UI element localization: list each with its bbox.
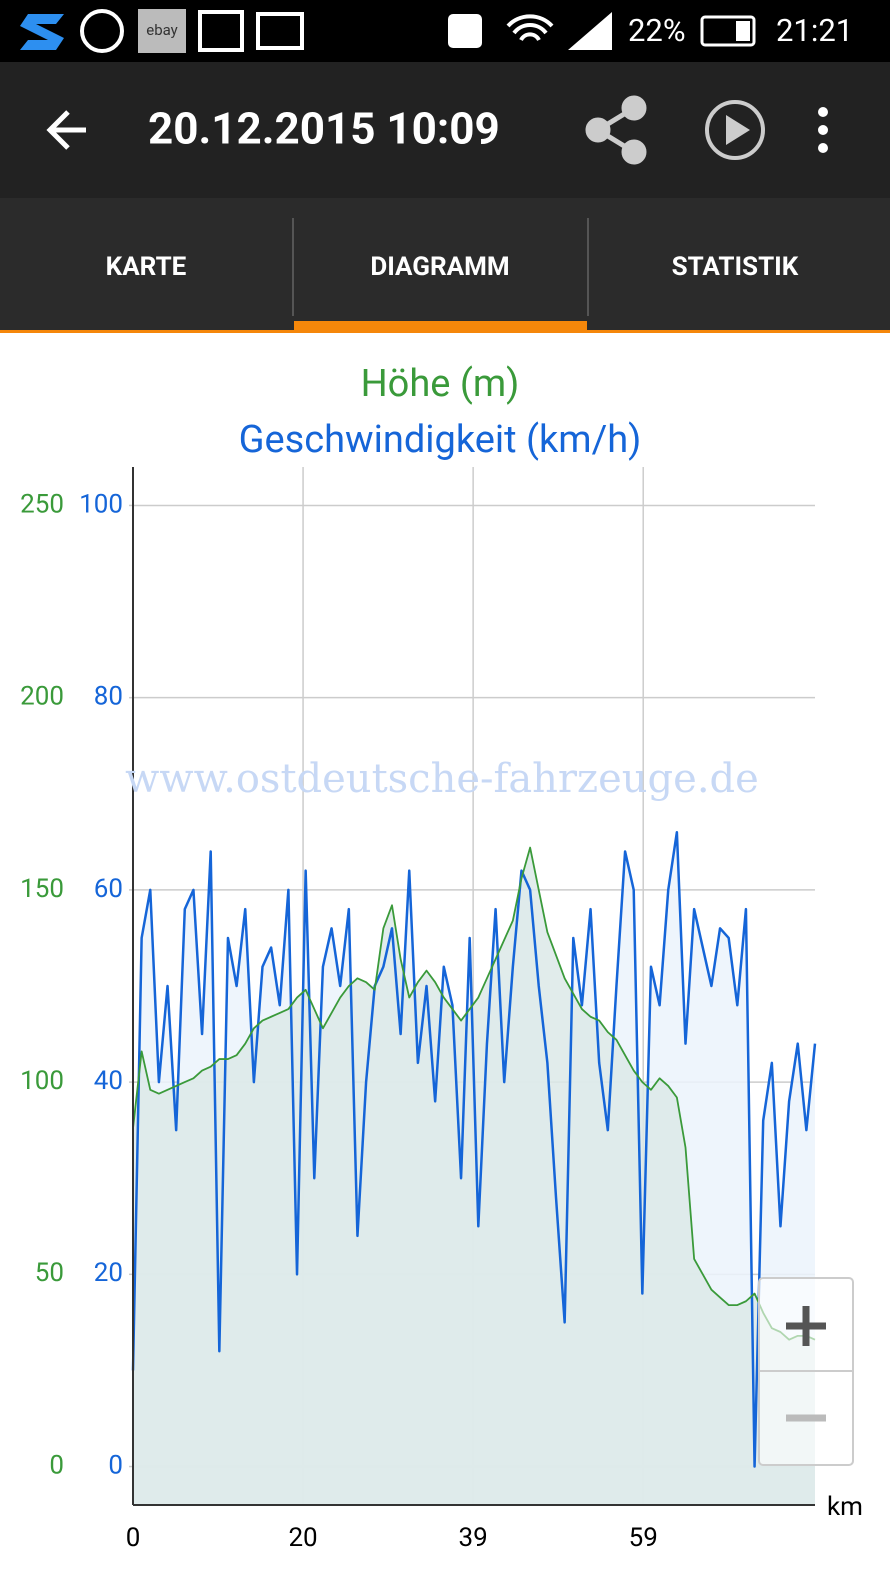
menu-button[interactable] bbox=[818, 107, 828, 153]
tab[interactable]: KARTE bbox=[106, 252, 187, 282]
x-tick-label: 39 bbox=[459, 1523, 488, 1553]
app-icon bbox=[138, 9, 186, 53]
y-tick-label: 0 bbox=[49, 1450, 64, 1480]
x-tick-label: 59 bbox=[629, 1523, 658, 1553]
status-bar bbox=[0, 0, 890, 62]
x-axis-label: km bbox=[827, 1492, 863, 1522]
battery-percent: 22% bbox=[628, 12, 686, 49]
y-tick-label: 150 bbox=[20, 874, 64, 904]
tab-bar bbox=[0, 198, 890, 333]
app-icon-label: ebay bbox=[146, 21, 178, 39]
play-icon bbox=[726, 115, 750, 145]
share-button[interactable] bbox=[585, 95, 647, 165]
app-icon bbox=[20, 14, 64, 50]
chart-title: Höhe (m) bbox=[361, 362, 520, 406]
x-tick-label: 20 bbox=[288, 1523, 317, 1553]
chart-subtitle: Geschwindigkeit (km/h) bbox=[239, 418, 642, 462]
tab[interactable]: DIAGRAMM bbox=[370, 252, 509, 282]
line bbox=[132, 846, 816, 1341]
watermark: www.ostdeutsche-fahrzeuge.de bbox=[125, 756, 759, 802]
app-icon bbox=[80, 9, 124, 53]
app-icon bbox=[256, 12, 304, 50]
y2-tick-label: 40 bbox=[94, 1066, 123, 1096]
tab[interactable]: STATISTIK bbox=[672, 252, 799, 282]
battery-icon bbox=[700, 15, 756, 47]
y2-tick-label: 0 bbox=[108, 1450, 123, 1480]
y2-tick-label: 20 bbox=[94, 1258, 123, 1288]
y2-tick-label: 100 bbox=[79, 489, 123, 519]
play-button[interactable] bbox=[705, 100, 765, 160]
battery-level bbox=[736, 21, 750, 41]
screen-title: 20.12.2015 10:09 bbox=[148, 103, 500, 155]
app-icon bbox=[198, 10, 244, 52]
y2-tick-label: 80 bbox=[94, 682, 123, 712]
clock: 21:21 bbox=[776, 12, 853, 49]
y-tick-label: 200 bbox=[20, 682, 64, 712]
zoom-in-button[interactable] bbox=[786, 1306, 826, 1346]
nfc-icon bbox=[448, 14, 482, 48]
y-tick-label: 100 bbox=[20, 1066, 64, 1096]
x-tick-label: 0 bbox=[126, 1523, 141, 1553]
wifi-icon bbox=[506, 14, 554, 42]
tab-indicator bbox=[294, 321, 587, 333]
back-button[interactable] bbox=[46, 110, 86, 150]
y2-tick-label: 60 bbox=[94, 874, 123, 904]
signal-icon bbox=[568, 12, 612, 50]
line bbox=[131, 830, 817, 1468]
y-tick-label: 250 bbox=[20, 489, 64, 519]
y-tick-label: 50 bbox=[35, 1258, 64, 1288]
